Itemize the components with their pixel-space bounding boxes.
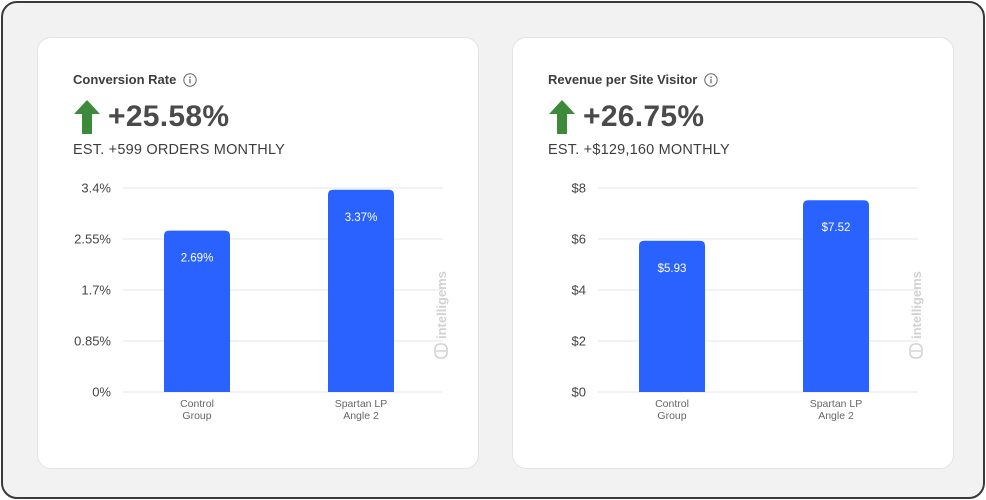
y-tick-label: $0 bbox=[572, 385, 586, 400]
watermark-logo-icon bbox=[909, 343, 923, 359]
x-category-label: Angle 2 bbox=[818, 410, 854, 422]
metric-row: +26.75% bbox=[549, 100, 704, 134]
watermark-text: intelligems bbox=[434, 271, 449, 339]
bar-value-label: $5.93 bbox=[658, 263, 687, 275]
card-title: Revenue per Site Visitor bbox=[548, 72, 698, 87]
up-arrow-icon bbox=[74, 100, 100, 134]
y-tick-label: 1.7% bbox=[81, 283, 111, 298]
y-tick-label: $2 bbox=[572, 334, 586, 349]
y-tick-label: $6 bbox=[572, 232, 586, 247]
x-category-label: Control bbox=[655, 398, 689, 410]
y-tick-label: $4 bbox=[572, 283, 586, 298]
x-category-label: Spartan LP bbox=[335, 398, 388, 410]
info-icon[interactable] bbox=[704, 72, 719, 87]
card-title-row: Revenue per Site Visitor bbox=[548, 72, 719, 87]
x-category-label: Group bbox=[182, 410, 211, 422]
change-percent: +26.75% bbox=[583, 100, 705, 133]
estimate-text: EST. +$129,160 MONTHLY bbox=[548, 142, 730, 158]
revenue-per-visitor-card: Revenue per Site Visitor +26.75% EST. +$… bbox=[512, 37, 954, 469]
estimate-text: EST. +599 ORDERS MONTHLY bbox=[73, 142, 286, 158]
bar[interactable] bbox=[803, 200, 869, 392]
watermark: intelligems bbox=[434, 271, 449, 359]
bar[interactable] bbox=[164, 230, 230, 392]
bar-value-label: 3.37% bbox=[345, 212, 378, 224]
y-tick-label: $8 bbox=[572, 181, 586, 196]
info-icon[interactable] bbox=[183, 72, 198, 87]
x-category-label: Control bbox=[180, 398, 214, 410]
card-title: Conversion Rate bbox=[73, 72, 177, 87]
change-percent: +25.58% bbox=[108, 100, 230, 133]
x-category-label: Group bbox=[657, 410, 686, 422]
y-tick-label: 0.85% bbox=[74, 334, 111, 349]
bar[interactable] bbox=[328, 189, 394, 392]
y-tick-label: 3.4% bbox=[81, 181, 111, 196]
bar[interactable] bbox=[639, 240, 705, 392]
bar-value-label: 2.69% bbox=[181, 253, 214, 265]
watermark: intelligems bbox=[909, 271, 924, 359]
x-category-label: Spartan LP bbox=[810, 398, 863, 410]
y-tick-label: 2.55% bbox=[74, 232, 111, 247]
conversion-rate-card: Conversion Rate +25.58% EST. +599 ORDERS… bbox=[37, 37, 479, 469]
y-tick-label: 0% bbox=[92, 385, 111, 400]
x-category-label: Angle 2 bbox=[343, 410, 379, 422]
card-title-row: Conversion Rate bbox=[73, 72, 198, 87]
conversion-rate-chart: 0% 0.85% 1.7% 2.55% 3.4% 2.69% 3.37% ControlGro… bbox=[74, 181, 449, 423]
bar-value-label: $7.52 bbox=[822, 222, 851, 234]
watermark-text: intelligems bbox=[909, 271, 924, 339]
metric-row: +25.58% bbox=[74, 100, 229, 134]
up-arrow-icon bbox=[549, 100, 575, 134]
watermark-logo-icon bbox=[434, 343, 448, 359]
